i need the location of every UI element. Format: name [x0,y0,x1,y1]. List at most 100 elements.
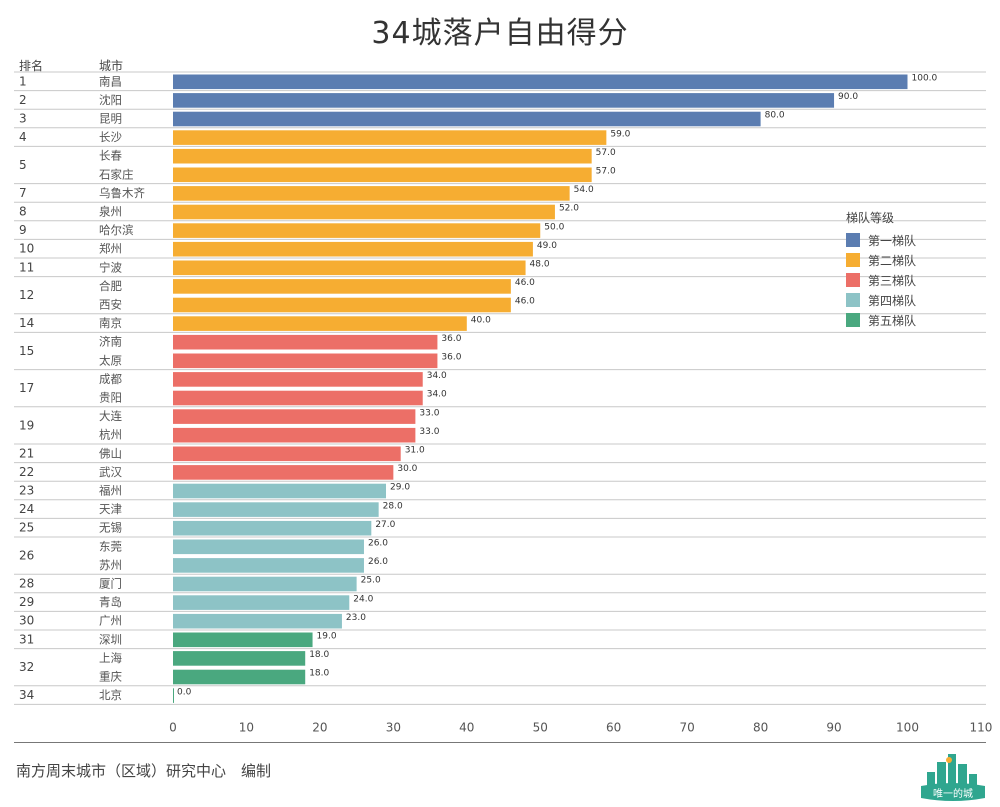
city-label: 昆明 [99,112,122,126]
bar-value-label: 18.0 [309,650,329,660]
footer-credit: 南方周末城市（区域）研究中心 编制 [16,762,272,780]
legend-item-tier-3: 第三梯队 [846,270,916,290]
x-tick-label: 20 [312,720,327,734]
city-label: 长沙 [99,130,122,144]
city-column-header: 城市 [99,59,124,73]
bar [173,74,908,90]
bar [173,260,526,276]
bar-value-label: 18.0 [309,669,329,679]
city-label: 无锡 [99,521,122,535]
legend-swatch [846,233,860,247]
bar [173,353,438,369]
rank-label: 17 [19,381,34,395]
bar [173,204,555,220]
bar-value-label: 23.0 [346,613,366,623]
rank-label: 14 [19,316,34,330]
bar-value-label: 30.0 [397,464,417,474]
bar [173,669,306,685]
rank-label: 31 [19,632,34,646]
city-label: 哈尔滨 [99,223,134,237]
city-label: 武汉 [99,465,122,479]
bar-value-label: 24.0 [353,594,373,604]
legend-item-tier-4: 第四梯队 [846,290,916,310]
rank-label: 9 [19,223,27,237]
x-tick-label: 110 [969,720,992,734]
logo: 唯一的城 [921,754,985,801]
bar [173,446,401,462]
x-tick-label: 70 [680,720,695,734]
bar [173,297,511,313]
bar-value-label: 19.0 [317,632,337,642]
city-label: 贵阳 [99,391,122,405]
legend-item-tier-2: 第二梯队 [846,250,916,270]
x-tick-label: 60 [606,720,621,734]
x-tick-label: 10 [239,720,254,734]
rank-label: 30 [19,614,34,628]
bar-value-label: 54.0 [574,185,594,195]
bar-value-label: 59.0 [610,129,630,139]
bar [173,167,592,183]
legend-swatch [846,293,860,307]
city-label: 郑州 [99,242,122,256]
city-label: 佛山 [99,446,122,460]
bar [173,130,607,145]
x-tick-label: 80 [753,720,768,734]
bar-value-label: 33.0 [419,427,439,437]
rank-label: 8 [19,205,27,219]
bar-value-label: 40.0 [471,315,491,325]
legend-label: 第五梯队 [868,313,917,328]
x-tick-label: 90 [826,720,841,734]
legend-label: 第二梯队 [868,253,917,268]
city-label: 石家庄 [99,167,134,181]
bar [173,409,416,424]
x-tick-label: 0 [169,720,177,734]
bar-value-label: 50.0 [544,222,564,232]
bar [173,334,438,350]
bar [173,390,423,406]
chart-title: 34城落户自由得分 [371,16,629,51]
bar [173,223,541,238]
legend-label: 第三梯队 [868,273,917,288]
city-label: 济南 [99,335,122,349]
city-label: 厦门 [99,577,122,591]
city-label: 太原 [99,353,122,367]
bar [173,372,423,387]
x-tick-label: 50 [533,720,548,734]
rank-label: 15 [19,344,34,358]
city-label: 东莞 [99,539,122,553]
legend-swatch [846,273,860,287]
bar-value-label: 90.0 [838,92,858,102]
bar-value-label: 80.0 [765,111,785,121]
city-label: 北京 [99,688,122,702]
rank-label: 3 [19,112,27,126]
city-label: 宁波 [99,260,122,274]
legend-item-tier-5: 第五梯队 [846,310,916,330]
city-label: 南昌 [99,74,122,88]
bar [173,465,394,480]
bar [173,558,364,573]
city-label: 成都 [99,372,122,386]
bar [173,241,533,257]
rank-label: 10 [19,242,34,256]
city-label: 上海 [99,651,122,665]
rank-label: 5 [19,158,27,172]
city-label: 乌鲁木齐 [99,186,145,200]
x-tick-label: 40 [459,720,474,734]
city-label: 西安 [99,298,122,312]
city-label: 苏州 [99,558,122,572]
city-label: 沈阳 [99,93,122,107]
bar-value-label: 29.0 [390,483,410,493]
rank-label: 21 [19,446,34,460]
bar-value-label: 34.0 [427,390,447,400]
bar [173,688,174,703]
bar-value-label: 46.0 [515,278,535,288]
city-label: 南京 [99,316,122,330]
legend-swatch [846,253,860,267]
rank-label: 34 [19,688,34,702]
city-label: 合肥 [99,279,122,293]
city-label: 福州 [99,484,122,498]
bar [173,279,511,294]
bar [173,595,350,610]
bar-value-label: 27.0 [375,520,395,530]
rank-label: 4 [19,130,27,144]
